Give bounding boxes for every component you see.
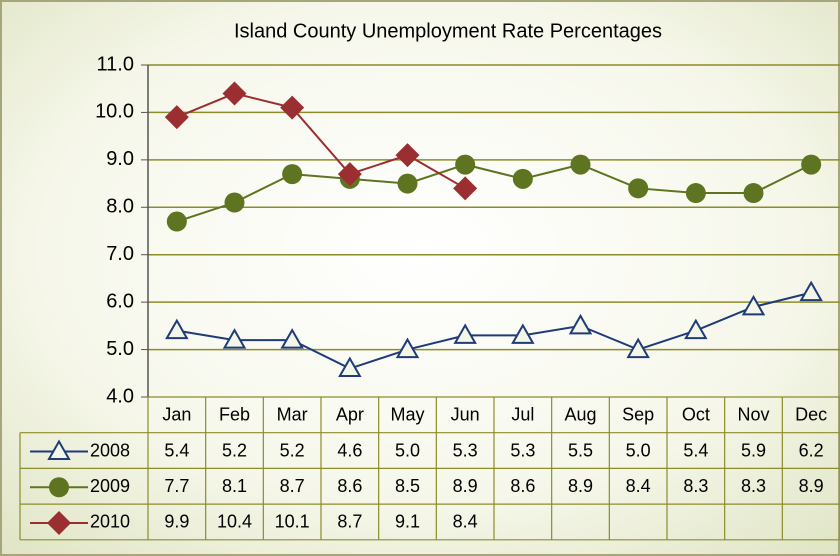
- data-point: [280, 328, 304, 349]
- table-value: 9.1: [395, 512, 420, 532]
- table-value: 5.4: [683, 440, 708, 460]
- table-value: 5.2: [222, 440, 247, 460]
- y-tick-label: 7.0: [106, 243, 134, 265]
- data-point: [801, 154, 822, 175]
- series-line: [176, 291, 812, 370]
- table-value: 5.2: [280, 440, 305, 460]
- data-point: [164, 105, 189, 130]
- legend-label: 2010: [90, 512, 130, 532]
- table-value: 8.3: [741, 476, 766, 496]
- table-value: 5.3: [510, 440, 535, 460]
- table-value: 8.6: [337, 476, 362, 496]
- y-tick-label: 4.0: [106, 385, 134, 407]
- data-point: [224, 192, 245, 213]
- y-tick-label: 9.0: [106, 148, 134, 170]
- series-line: [176, 92, 466, 190]
- data-point: [743, 183, 764, 204]
- legend-marker: [47, 510, 71, 535]
- table-value: 4.6: [337, 440, 362, 460]
- x-tick-label: Dec: [795, 405, 827, 425]
- data-point: [282, 164, 303, 185]
- data-point: [397, 173, 418, 194]
- table-value: 9.9: [164, 512, 189, 532]
- data-point: [455, 154, 476, 175]
- table-value: 5.0: [395, 440, 420, 460]
- data-point: [511, 323, 535, 344]
- x-tick-label: May: [390, 405, 424, 425]
- data-point: [222, 81, 247, 106]
- table-value: 5.0: [626, 440, 651, 460]
- table-value: 7.7: [164, 476, 189, 496]
- data-point: [337, 162, 362, 187]
- data-point: [684, 318, 708, 340]
- data-point: [453, 176, 478, 201]
- x-tick-label: Mar: [277, 405, 308, 425]
- legend-label: 2009: [90, 476, 130, 496]
- data-point: [165, 318, 189, 340]
- table-value: 8.4: [453, 512, 478, 532]
- x-tick-label: Jan: [162, 405, 191, 425]
- table-value: 5.5: [568, 440, 593, 460]
- table-value: 8.7: [280, 476, 305, 496]
- data-point: [570, 154, 591, 175]
- table-value: 8.7: [337, 512, 362, 532]
- data-point: [685, 183, 706, 204]
- data-point: [799, 280, 823, 302]
- y-tick-label: 10.0: [95, 101, 134, 123]
- table-value: 10.4: [217, 512, 252, 532]
- x-tick-label: Oct: [682, 405, 710, 425]
- legend-label: 2008: [90, 440, 130, 460]
- data-point: [395, 337, 420, 359]
- table-value: 8.5: [395, 476, 420, 496]
- table-value: 5.3: [453, 440, 478, 460]
- data-point: [166, 211, 187, 232]
- table-value: 8.3: [683, 476, 708, 496]
- table-value: 8.9: [453, 476, 478, 496]
- data-point: [395, 143, 420, 168]
- data-point: [741, 294, 766, 316]
- table-value: 5.9: [741, 440, 766, 460]
- legend-marker: [47, 439, 71, 461]
- data-point: [626, 337, 650, 359]
- y-tick-label: 8.0: [106, 196, 134, 218]
- x-tick-label: Nov: [737, 405, 769, 425]
- y-tick-label: 5.0: [106, 338, 134, 360]
- table-value: 6.2: [799, 440, 824, 460]
- chart-title: Island County Unemployment Rate Percenta…: [234, 20, 662, 42]
- data-point: [453, 323, 477, 344]
- legend-marker: [49, 477, 69, 498]
- table-value: 8.9: [568, 476, 593, 496]
- data-point: [222, 328, 247, 349]
- x-tick-label: Aug: [564, 405, 596, 425]
- table-value: 8.6: [510, 476, 535, 496]
- data-point: [280, 95, 305, 120]
- data-point: [512, 168, 533, 189]
- y-tick-label: 11.0: [97, 53, 134, 75]
- x-tick-label: Sep: [622, 405, 654, 425]
- data-point: [338, 356, 362, 378]
- table-value: 8.4: [626, 476, 651, 496]
- table-value: 10.1: [275, 512, 310, 532]
- table-value: 8.9: [799, 476, 824, 496]
- x-tick-label: Jun: [451, 405, 480, 425]
- table-value: 8.1: [222, 476, 247, 496]
- x-tick-label: Apr: [336, 405, 364, 425]
- x-tick-label: Feb: [219, 405, 250, 425]
- y-tick-label: 6.0: [106, 290, 134, 312]
- data-point: [628, 178, 649, 199]
- x-tick-label: Jul: [511, 405, 534, 425]
- data-point: [568, 313, 593, 335]
- table-value: 5.4: [164, 440, 189, 460]
